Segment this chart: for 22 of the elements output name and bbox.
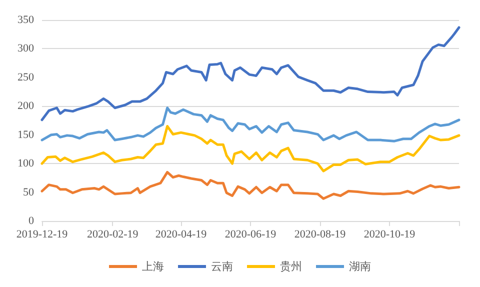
y-tick-label: 100 <box>18 158 34 170</box>
x-tick-label: 2019-12-19 <box>16 228 68 240</box>
y-tick-label: 250 <box>18 71 34 84</box>
y-tick-label: 350 <box>18 14 34 26</box>
line-series <box>40 26 460 122</box>
legend-label: 贵州 <box>280 260 302 273</box>
y-tick-label: 200 <box>18 100 34 112</box>
y-tick-label: 300 <box>18 42 34 55</box>
y-tick-label: 150 <box>18 128 34 141</box>
y-tick-label: 50 <box>23 186 34 198</box>
legend-label: 湖南 <box>349 260 371 273</box>
legend-label: 云南 <box>211 260 233 273</box>
line-series <box>40 106 460 142</box>
line-series <box>40 124 460 172</box>
legend-label: 上海 <box>142 260 164 273</box>
x-tick-label: 2020-06-19 <box>224 228 277 240</box>
y-tick-label: 0 <box>28 215 34 227</box>
line-series <box>40 170 460 200</box>
x-tick-label: 2020-04-19 <box>155 228 208 240</box>
x-tick-label: 2020-02-19 <box>86 228 139 240</box>
x-tick-label: 2020-08-19 <box>294 228 346 240</box>
x-tick-label: 2020-10-19 <box>364 228 416 240</box>
